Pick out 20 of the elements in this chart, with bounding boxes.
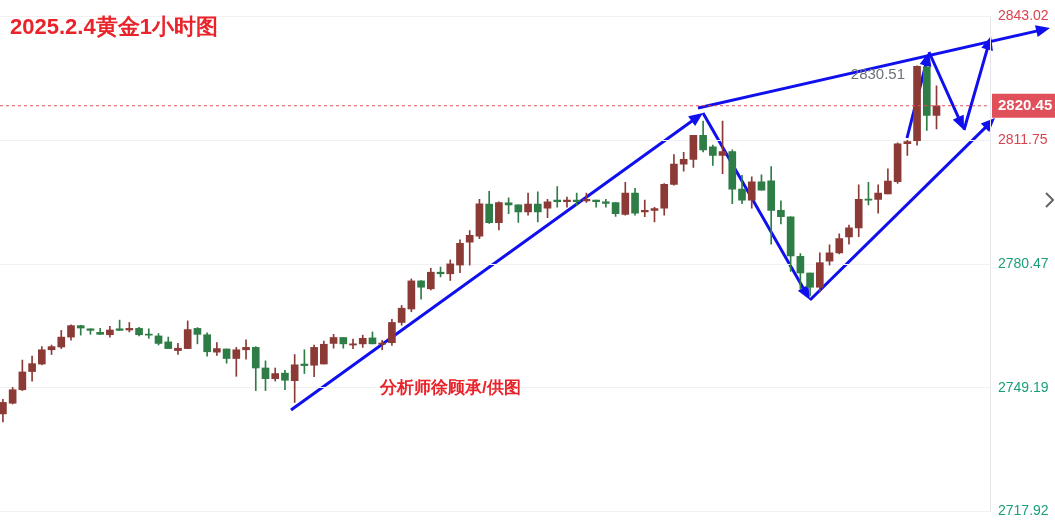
candlestick	[174, 343, 182, 355]
annotation: 2830.51	[850, 65, 906, 83]
y-tick-label: 2811.75	[998, 131, 1048, 148]
y-tick-label: 2843.02	[998, 7, 1049, 24]
y-tick-label: 2717.92	[998, 502, 1049, 519]
candlestick	[572, 192, 581, 207]
candlestick	[242, 339, 250, 360]
candlestick	[563, 196, 571, 208]
candlestick	[592, 199, 600, 208]
candlestick	[874, 184, 882, 214]
annotation: 分析师徐顾承/供图	[380, 377, 521, 399]
candlestick	[465, 230, 474, 266]
y-tick-label: 2749.19	[998, 378, 1049, 395]
ref-line-label: 2820.45	[998, 95, 1053, 113]
candlestick	[378, 339, 387, 351]
chart-title: 2025.2.4黄金1小时图	[10, 13, 218, 41]
candlestick	[553, 186, 562, 208]
candlestick	[640, 199, 649, 218]
candlestick	[213, 342, 221, 356]
y-tick-label: 2780.47	[998, 254, 1049, 271]
